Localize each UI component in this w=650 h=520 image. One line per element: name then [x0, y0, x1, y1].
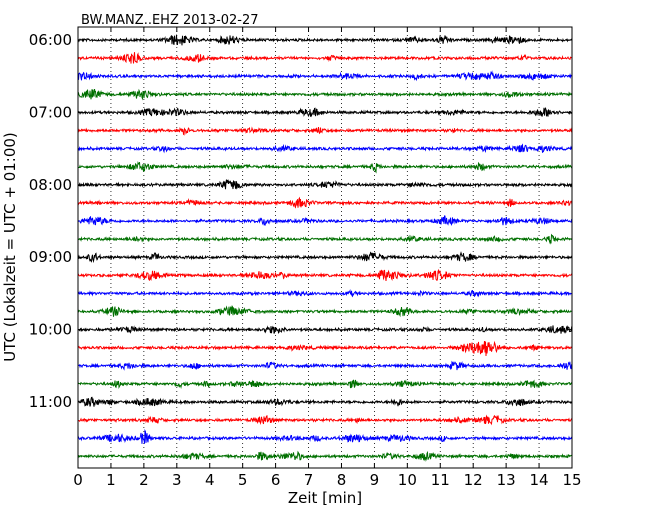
seismic-trace [77, 428, 573, 444]
seismic-trace [77, 126, 573, 136]
seismic-trace [77, 396, 573, 407]
traces [77, 34, 573, 462]
x-tick-label: 3 [172, 471, 182, 489]
seismic-trace [77, 289, 573, 298]
seismic-trace [77, 325, 573, 334]
seismic-trace [77, 450, 573, 462]
seismic-trace [77, 379, 573, 390]
x-tick-label: 6 [271, 471, 281, 489]
x-axis-label: Zeit [min] [288, 489, 362, 507]
seismic-trace [77, 196, 573, 209]
x-tick-label: 14 [530, 471, 549, 489]
x-tick-label: 15 [562, 471, 581, 489]
y-axis-ticks: 06:00 07:00 08:00 09:00 10:00 11:00 [29, 31, 572, 411]
y-tick-label: 11:00 [29, 393, 72, 411]
y-axis-label: UTC (Lokalzeit = UTC + 01:00) [1, 132, 19, 362]
y-tick-label: 07:00 [29, 103, 72, 121]
x-axis-ticks: 0 1 2 3 4 5 6 7 8 9 10 11 12 13 14 15 [73, 27, 582, 489]
seismic-trace [77, 268, 573, 282]
seismic-trace [77, 70, 573, 82]
seismic-trace [77, 34, 573, 46]
x-tick-label: 2 [139, 471, 149, 489]
x-tick-label: 10 [398, 471, 417, 489]
x-tick-label: 9 [370, 471, 380, 489]
seismic-trace [77, 160, 573, 174]
chart-title: BW.MANZ..EHZ 2013-02-27 [81, 13, 259, 28]
x-tick-label: 12 [464, 471, 483, 489]
x-tick-label: 1 [106, 471, 116, 489]
seismic-trace [77, 215, 573, 227]
seismic-trace [77, 360, 573, 371]
seismic-trace [77, 251, 573, 264]
seismic-trace [77, 143, 573, 154]
seismic-trace [77, 414, 573, 426]
seismic-trace [77, 106, 573, 118]
seismic-trace [77, 340, 573, 356]
seismic-trace [77, 179, 573, 190]
x-tick-label: 13 [497, 471, 516, 489]
x-tick-label: 7 [304, 471, 314, 489]
seismic-trace [77, 233, 573, 245]
y-tick-label: 09:00 [29, 248, 72, 266]
y-tick-label: 10:00 [29, 321, 72, 339]
x-tick-label: 4 [205, 471, 215, 489]
x-tick-label: 8 [337, 471, 347, 489]
y-tick-label: 06:00 [29, 31, 72, 49]
seismic-trace [77, 88, 573, 101]
seismic-trace [77, 305, 573, 318]
x-tick-label: 5 [238, 471, 248, 489]
grid-lines [110, 27, 540, 468]
x-tick-label: 11 [431, 471, 450, 489]
x-tick-label: 0 [73, 471, 83, 489]
seismic-trace [77, 52, 573, 64]
plot-frame [77, 26, 573, 469]
y-tick-label: 08:00 [29, 176, 72, 194]
